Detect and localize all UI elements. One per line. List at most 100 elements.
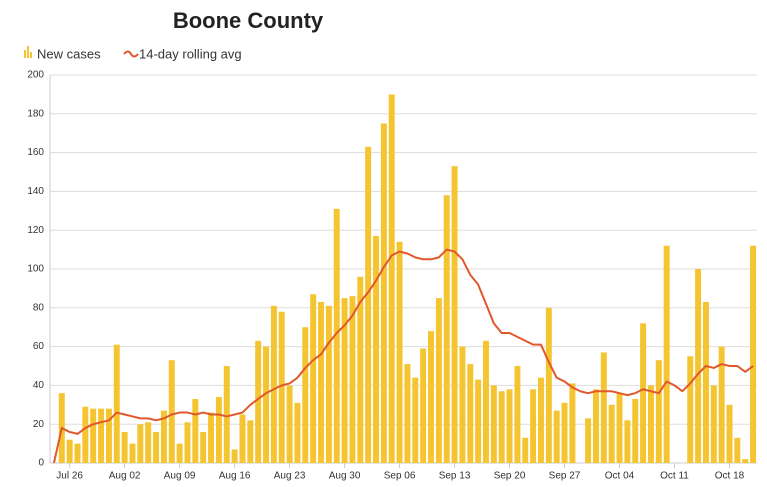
bar — [522, 437, 529, 463]
bar — [184, 422, 191, 463]
bar — [380, 123, 387, 463]
bar — [90, 408, 97, 463]
bar — [569, 383, 576, 463]
y-tick-label: 120 — [27, 225, 44, 236]
bar — [459, 346, 466, 463]
bar — [247, 420, 254, 463]
bar — [176, 443, 183, 463]
bar — [388, 94, 395, 464]
bar — [113, 344, 120, 463]
bar — [74, 443, 81, 463]
x-tick-label: Sep 27 — [549, 471, 581, 482]
x-tick-label: Aug 09 — [164, 471, 196, 482]
bar — [616, 393, 623, 463]
y-tick-label: 180 — [27, 108, 44, 119]
bar — [585, 418, 592, 463]
x-tick-label: Sep 06 — [384, 471, 416, 482]
x-tick-label: Aug 02 — [109, 471, 141, 482]
bar — [443, 195, 450, 463]
legend-icon — [123, 50, 139, 58]
bar — [192, 398, 199, 463]
x-tick-label: Aug 30 — [329, 471, 361, 482]
legend-label: New cases — [37, 46, 101, 61]
x-tick-label: Oct 11 — [660, 471, 689, 482]
bar — [137, 424, 144, 463]
y-tick-label: 20 — [33, 419, 45, 430]
bar — [302, 327, 309, 463]
bar — [545, 307, 552, 463]
bar — [663, 245, 670, 463]
bar — [420, 348, 427, 463]
bar — [655, 360, 662, 463]
bar — [365, 146, 372, 463]
bar — [561, 402, 568, 463]
bar — [592, 389, 599, 463]
bar — [537, 377, 544, 463]
bar — [255, 340, 262, 463]
bar — [153, 431, 160, 463]
bar — [718, 346, 725, 463]
bar — [750, 245, 757, 463]
x-tick-label: Oct 18 — [715, 471, 745, 482]
line — [52, 248, 754, 464]
bar — [404, 364, 411, 463]
bar — [396, 241, 403, 463]
bar — [475, 379, 482, 463]
y-tick-label: 40 — [33, 380, 45, 391]
bar — [231, 449, 238, 463]
bar — [325, 305, 332, 463]
bar — [168, 360, 175, 463]
bar — [695, 269, 702, 463]
bar — [687, 356, 694, 463]
bar — [263, 346, 270, 463]
bar — [333, 208, 340, 463]
bar — [412, 377, 419, 463]
chart-title: Boone County — [173, 8, 324, 33]
bar — [160, 410, 167, 463]
bar — [647, 385, 654, 463]
bar — [223, 366, 230, 463]
x-tick-label: Sep 20 — [494, 471, 526, 482]
bar — [286, 385, 293, 463]
bar — [514, 366, 521, 463]
bar — [640, 323, 647, 463]
bar — [66, 439, 73, 463]
bar — [200, 431, 207, 463]
bar — [506, 389, 513, 463]
bar — [608, 404, 615, 463]
bar — [82, 406, 89, 463]
bar — [530, 389, 537, 463]
bar — [357, 276, 364, 463]
bar — [294, 402, 301, 463]
y-tick-label: 140 — [27, 186, 44, 197]
bar — [373, 236, 379, 463]
bar — [467, 364, 474, 463]
x-tick-label: Jul 26 — [56, 471, 83, 482]
bar — [482, 340, 489, 463]
x-tick-label: Oct 04 — [605, 471, 635, 482]
bar — [553, 410, 560, 463]
legend-icon — [24, 50, 26, 58]
bar — [121, 431, 128, 463]
bar — [490, 385, 497, 463]
bar — [435, 298, 442, 463]
bar — [451, 166, 458, 463]
bar — [734, 437, 741, 463]
bar — [278, 311, 285, 463]
y-tick-label: 100 — [27, 264, 44, 275]
bar — [624, 420, 631, 463]
y-tick-label: 160 — [27, 147, 44, 158]
legend-icon — [30, 52, 32, 58]
bar — [105, 408, 112, 463]
y-tick-label: 200 — [27, 70, 44, 81]
bar — [702, 301, 709, 463]
bar — [215, 397, 222, 463]
y-tick-label: 60 — [33, 341, 45, 352]
bar — [600, 352, 607, 463]
bar — [318, 301, 325, 463]
bar — [129, 443, 136, 463]
y-tick-label: 0 — [38, 458, 44, 469]
bar — [208, 412, 215, 463]
bar — [239, 414, 246, 463]
legend-label: 14-day rolling avg — [139, 46, 242, 61]
